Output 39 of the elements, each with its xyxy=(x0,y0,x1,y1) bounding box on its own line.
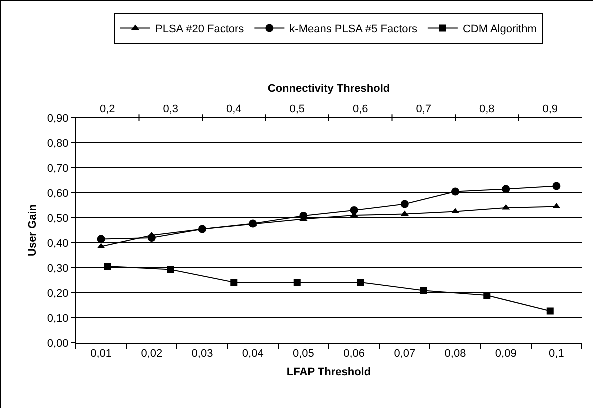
x2-tick-label: 0,7 xyxy=(416,104,432,116)
x2-tick-label: 0,2 xyxy=(100,104,116,116)
x2-tick-label: 0,4 xyxy=(226,104,242,116)
y-tick-label: 0,90 xyxy=(47,112,69,125)
y-tick-label: 0,00 xyxy=(47,338,69,350)
y-tick-label: 0,20 xyxy=(47,288,69,300)
x-tick-label: 0,02 xyxy=(141,348,163,360)
x2-tick-label: 0,6 xyxy=(352,104,368,116)
x-tick-label: 0,04 xyxy=(242,348,264,360)
y-tick-label: 0,50 xyxy=(47,212,69,225)
x-axis-title: LFAP Threshold xyxy=(286,366,372,378)
point xyxy=(452,188,460,196)
legend-label: CDM Algorithm xyxy=(462,24,537,36)
x-tick-label: 0,09 xyxy=(495,348,517,360)
y-tick-label: 0,60 xyxy=(47,188,69,200)
point xyxy=(97,235,106,244)
y-tick-label: 0,80 xyxy=(47,138,69,150)
point xyxy=(502,185,510,194)
legend-label: PLSA #20 Factors xyxy=(156,24,245,36)
x2-tick-label: 0,5 xyxy=(290,104,306,116)
y-tick-label: 0,10 xyxy=(47,312,69,325)
x-tick-label: 0,06 xyxy=(344,348,366,360)
x-tick-label: 0,01 xyxy=(90,348,112,360)
x2-axis-title: Connectivity Threshold xyxy=(268,83,390,96)
x2-tick-label: 0,9 xyxy=(542,104,558,116)
y-tick-label: 0,30 xyxy=(47,262,69,275)
y-axis-title: User Gain xyxy=(27,204,40,256)
y-tick-label: 0,70 xyxy=(47,162,69,175)
x-tick-label: 0,03 xyxy=(192,348,214,360)
y-tick-label: 0,40 xyxy=(47,238,69,250)
legend-label: k-Means PLSA #5 Factors xyxy=(290,24,418,36)
x-tick-label: 0,08 xyxy=(444,348,466,360)
x-tick-label: 0,05 xyxy=(292,348,314,360)
x-tick-label: 0,07 xyxy=(394,348,416,360)
point xyxy=(552,182,561,190)
x2-tick-label: 0,8 xyxy=(479,104,495,116)
point xyxy=(400,200,409,208)
x2-tick-label: 0,3 xyxy=(163,104,179,116)
x-tick-label: 0,1 xyxy=(549,348,564,360)
